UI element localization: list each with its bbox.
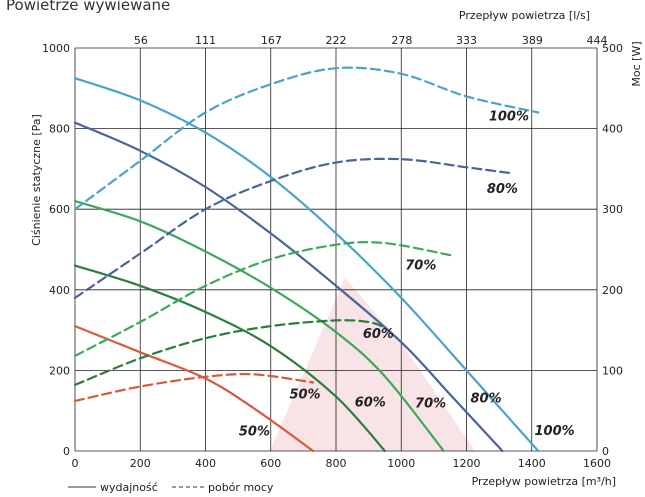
- x-top-axis-label: Przepływ powietrza [l/s]: [459, 9, 590, 22]
- power-curve-60: [73, 319, 386, 386]
- x-bottom-tick-label: 1000: [387, 457, 415, 470]
- power-curve-label-50: 50%: [289, 388, 320, 403]
- x-bottom-tick-label: 400: [195, 457, 216, 470]
- x-bottom-tick-label: 800: [326, 457, 347, 470]
- legend-entry-pobor-mocy: pobór mocy: [208, 481, 274, 493]
- x-bottom-tick-label: 600: [260, 457, 281, 470]
- x-bottom-tick-label: 1200: [453, 457, 481, 470]
- x-bottom-tick-label: 1600: [583, 457, 611, 470]
- x-top-tick-label: 444: [587, 34, 608, 47]
- y-left-tick-label: 0: [63, 445, 70, 458]
- flow-curve-label-100: 100%: [535, 424, 575, 439]
- power-curve-label-60: 60%: [363, 327, 394, 342]
- flow-curve-70: [73, 200, 445, 453]
- flow-curve-50: [73, 325, 315, 453]
- x-top-tick-label: 56: [134, 34, 148, 47]
- x-top-tick-label: 278: [391, 34, 412, 47]
- y-left-tick-label: 800: [49, 123, 70, 136]
- y-right-axis-label: Moc [W]: [630, 41, 643, 86]
- series-group: [73, 66, 540, 453]
- y-right-tick-label: 0: [602, 445, 609, 458]
- chart-title: Powietrze wywiewane: [6, 0, 170, 14]
- y-left-axis-label: Ciśnienie statyczne [Pa]: [30, 114, 43, 246]
- power-curve-100: [73, 66, 540, 211]
- flow-curve-label-70: 70%: [415, 396, 446, 411]
- x-bottom-tick-label: 200: [130, 457, 151, 470]
- x-top-tick-label: 167: [261, 34, 282, 47]
- power-curve-70: [73, 241, 452, 357]
- power-curve-label-70: 70%: [405, 259, 436, 274]
- y-right-tick-label: 300: [602, 203, 623, 216]
- x-top-tick-label: 111: [195, 34, 216, 47]
- y-right-tick-label: 200: [602, 284, 623, 297]
- grid: [74, 47, 598, 452]
- flow-curve-60: [73, 264, 386, 453]
- x-bottom-tick-label: 0: [72, 457, 79, 470]
- x-bottom-tick-label: 1400: [518, 457, 546, 470]
- x-top-tick-label: 333: [456, 34, 477, 47]
- x-top-tick-label: 389: [522, 34, 543, 47]
- y-right-tick-label: 100: [602, 364, 623, 377]
- y-left-tick-label: 600: [49, 203, 70, 216]
- x-top-tick-label: 222: [326, 34, 347, 47]
- flow-curve-100: [73, 77, 540, 453]
- flow-curve-label-50: 50%: [239, 425, 270, 440]
- y-right-tick-label: 400: [602, 123, 623, 136]
- y-right-tick-label: 500: [602, 42, 623, 55]
- y-left-tick-label: 1000: [42, 42, 70, 55]
- legend-entry-wydajnosc: wydajność: [100, 481, 158, 493]
- flow-curve-label-80: 80%: [471, 392, 502, 407]
- power-curve-label-100: 100%: [489, 110, 529, 125]
- y-left-tick-label: 400: [49, 284, 70, 297]
- power-curve-50: [73, 373, 315, 403]
- legend: wydajność pobór mocy: [68, 481, 274, 494]
- flow-curve-label-60: 60%: [355, 396, 386, 411]
- y-left-tick-label: 200: [49, 364, 70, 377]
- x-bottom-axis-label: Przepływ powietrza [m³/h]: [472, 475, 616, 488]
- power-curve-80: [73, 157, 510, 299]
- power-curve-label-80: 80%: [487, 182, 518, 197]
